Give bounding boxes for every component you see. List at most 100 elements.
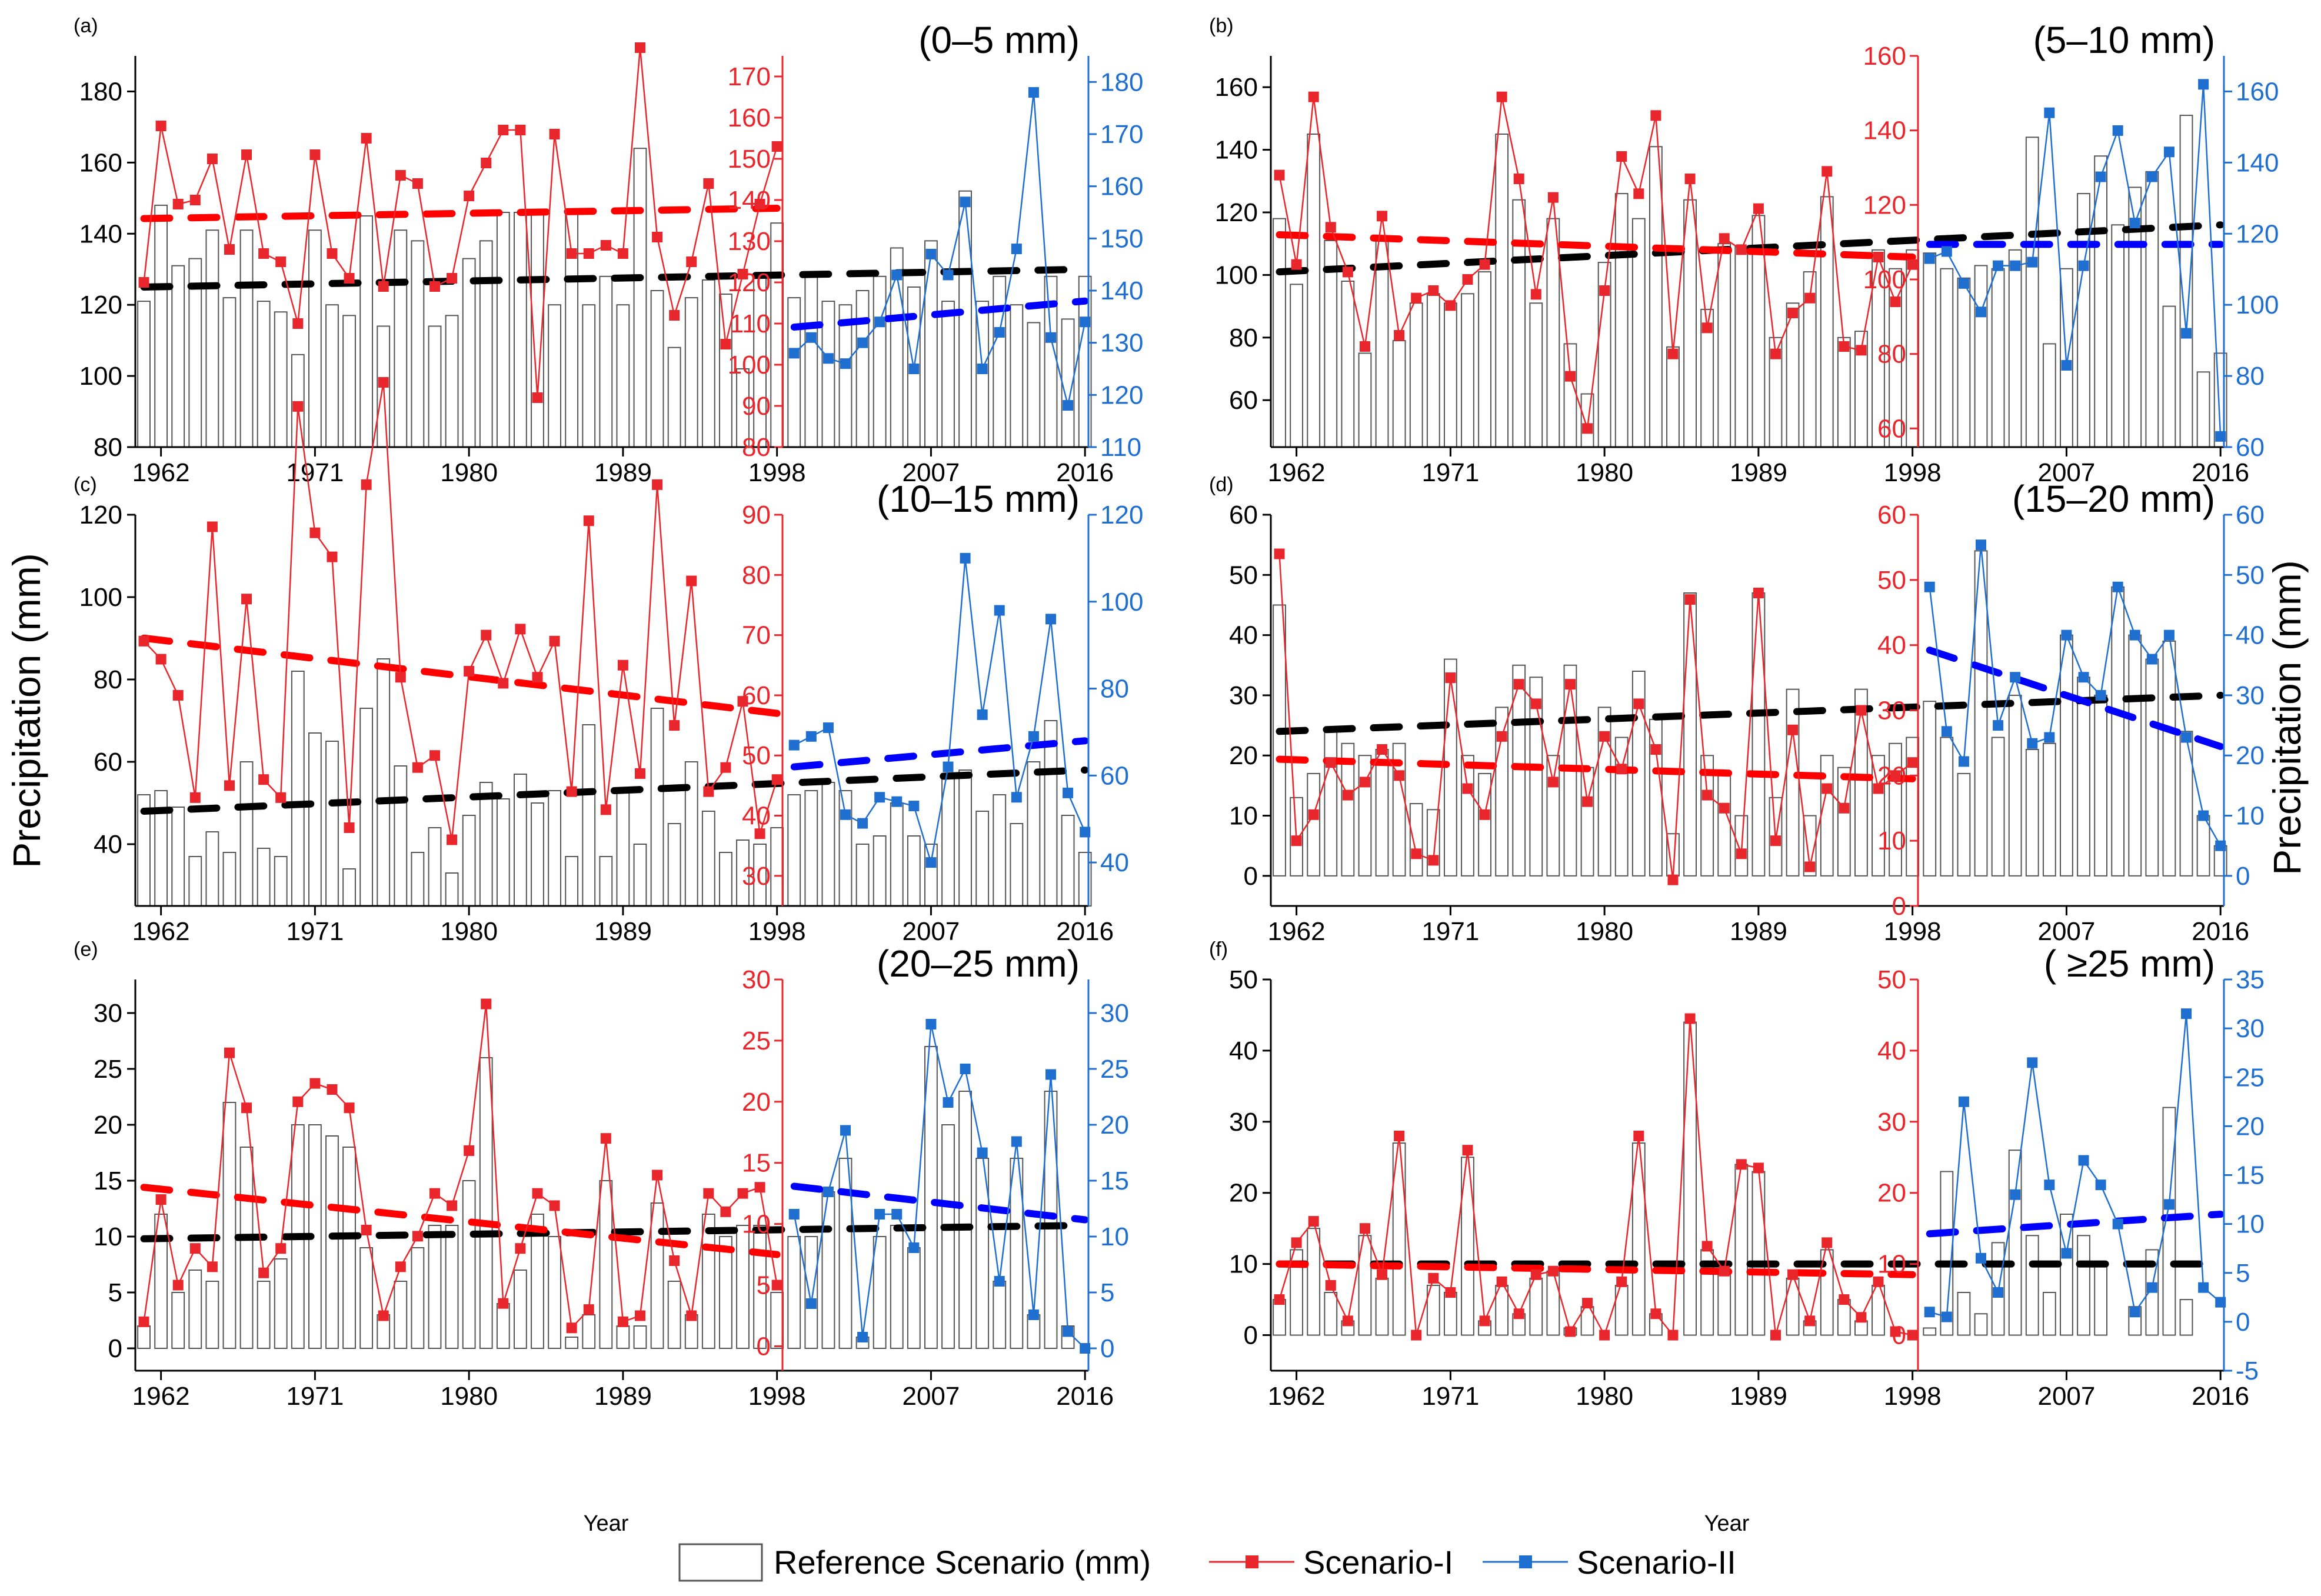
scenario1-point	[1377, 744, 1388, 755]
reference-bar	[1443, 302, 1457, 448]
x-axis-label-left: Year	[584, 1511, 629, 1536]
reference-bar	[1358, 1235, 1372, 1336]
scenario1-point	[1804, 861, 1816, 872]
panel-label: (d)	[1209, 474, 1234, 496]
panels: (a) (0–5 mm)80100120140160180809010011012…	[74, 15, 2279, 1411]
reference-bar	[633, 1325, 647, 1349]
scenario1-point	[1274, 548, 1285, 559]
scenario1-point	[207, 154, 218, 164]
trend-reference	[140, 265, 1089, 291]
y2-tick-label: 80	[742, 433, 771, 462]
y2-tick-label: 60	[1877, 501, 1906, 529]
reference-bar	[1426, 293, 1440, 448]
reference-bar	[2042, 1292, 2056, 1336]
scenario2-line	[794, 558, 1086, 863]
scenario1-point	[634, 768, 645, 779]
reference-bar	[1974, 265, 1988, 448]
scenario2-point	[977, 709, 988, 720]
scenario1-point	[1291, 259, 1302, 270]
reference-bar	[1529, 302, 1543, 448]
scenario2-point	[2061, 359, 2072, 371]
y2-tick-label: 25	[742, 1027, 771, 1055]
scenario1-point	[1736, 1159, 1747, 1170]
y2-tick-label: 50	[1877, 566, 1906, 595]
y2-tick-label: 10	[742, 1210, 771, 1239]
y2-tick-label: 0	[1892, 1321, 1906, 1350]
reference-bar	[531, 1214, 544, 1349]
y2-tick-label: 5	[757, 1271, 771, 1300]
scenario2-point	[2181, 1008, 2192, 1019]
reference-bar	[188, 1270, 202, 1349]
x-tick-label: 2007	[902, 917, 960, 946]
scenario1-point	[1770, 835, 1781, 847]
y2-tick-label: 70	[742, 621, 771, 650]
reference-bar	[1683, 592, 1697, 877]
scenario1-point	[275, 1243, 287, 1254]
trend-reference	[140, 767, 1089, 815]
scenario1-point	[207, 1261, 218, 1272]
panel-b: (b) (5–10 mm) 60 80 100 120 140 160 60 80 100 120 14…	[1209, 15, 2279, 487]
reference-bar	[308, 229, 322, 448]
reference-bar	[479, 1057, 493, 1349]
reference-bar	[1478, 271, 1491, 448]
scenario1-point	[412, 1231, 423, 1242]
reference-bar	[993, 275, 1007, 448]
scenario2-point	[2027, 1057, 2038, 1068]
reference-bar	[718, 852, 732, 907]
y3-tick-label: 5	[2236, 1259, 2250, 1288]
reference-bar	[855, 290, 870, 448]
reference-bar	[222, 852, 237, 907]
reference-bar	[667, 346, 681, 448]
scenario1-point	[1359, 777, 1370, 788]
reference-bar	[2042, 343, 2056, 448]
reference-bar	[548, 1236, 561, 1349]
reference-bar	[993, 794, 1007, 907]
reference-bar	[1512, 199, 1526, 448]
scenario1-point	[224, 1047, 235, 1058]
scenario1-point	[1650, 744, 1661, 755]
y2-tick-label: 20	[1877, 761, 1906, 790]
x-tick-label: 1971	[286, 917, 344, 946]
x-tick-label: 1989	[594, 917, 652, 946]
x-tick-label: 1998	[748, 458, 806, 487]
scenario1-point	[686, 256, 697, 267]
y3-tick-label: 100	[2236, 291, 2279, 319]
y3-tick-label: 15	[2236, 1161, 2265, 1190]
scenario1-point	[1342, 266, 1353, 278]
reference-bar	[1010, 1158, 1024, 1349]
scenario1-point	[498, 125, 509, 135]
scenario1-point	[258, 248, 269, 259]
x-tick-label: 1980	[440, 1382, 498, 1411]
reference-bar	[1495, 134, 1509, 448]
scenario2-point	[2112, 581, 2123, 592]
scenario2-point	[1976, 306, 1987, 318]
scenario1-point	[634, 1310, 645, 1321]
scenario1-point	[1377, 211, 1388, 222]
scenario1-point	[1719, 802, 1730, 814]
y3-tick-label: 40	[2236, 621, 2265, 650]
reference-bar	[428, 325, 442, 448]
scenario2-point	[2163, 146, 2175, 158]
reference-bar	[890, 802, 904, 907]
reference-bar	[171, 265, 185, 448]
y2-tick-label: 50	[1877, 965, 1906, 994]
reference-bar	[2042, 742, 2056, 877]
y3-tick-label: 20	[1100, 1111, 1129, 1139]
scenario1-point	[155, 654, 167, 665]
scenario1-point	[771, 141, 782, 152]
reference-bar	[787, 1236, 801, 1349]
scenario2-point	[2044, 107, 2055, 118]
reference-bar	[1512, 664, 1526, 877]
scenario1-point	[703, 786, 714, 797]
scenario1-point	[1496, 1276, 1507, 1287]
scenario2-line	[1929, 545, 2222, 847]
legend-reference-swatch	[678, 1543, 763, 1582]
y3-tick-label: 30	[1100, 999, 1129, 1028]
scenario2-point	[1941, 726, 1952, 737]
x-tick-label: 1989	[594, 458, 652, 487]
scenario1-point	[1821, 1237, 1833, 1248]
reference-bar	[1803, 815, 1817, 877]
reference-bar	[1991, 268, 2005, 448]
reference-bar	[838, 790, 853, 907]
scenario1-point	[737, 696, 748, 707]
